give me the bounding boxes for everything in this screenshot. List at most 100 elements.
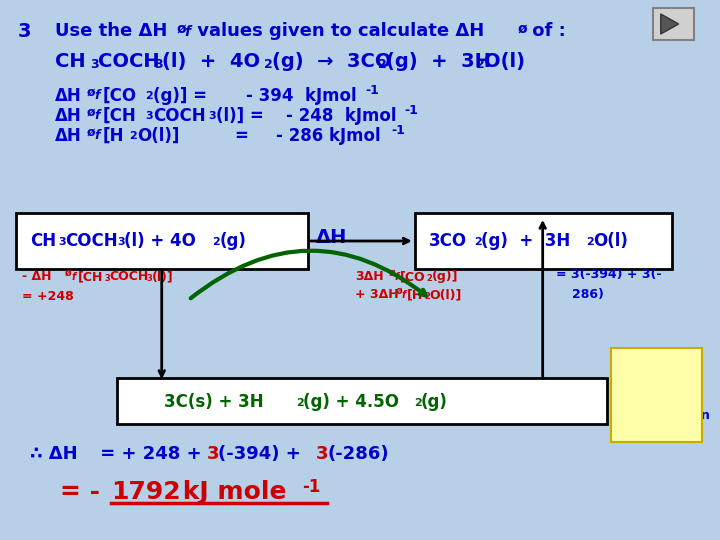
Text: values given to calculate ΔH: values given to calculate ΔH [192,22,485,40]
Text: f: f [94,89,100,102]
Text: ΔH: ΔH [55,87,81,105]
Text: (g)]: (g)] [431,270,458,283]
Text: [CO: [CO [400,270,426,283]
Text: -1: -1 [365,84,379,97]
Text: 2: 2 [427,274,433,283]
Text: 2: 2 [474,237,482,247]
Text: =: = [234,127,248,145]
Text: f: f [395,272,399,282]
Text: 3: 3 [18,22,32,41]
Text: - ΔH: - ΔH [22,270,51,283]
Text: = -: = - [60,480,108,504]
Text: Elements
here
because
ΔH: Elements here because ΔH [620,355,685,422]
Text: COCH: COCH [66,232,118,250]
Text: - 248  kJmol: - 248 kJmol [286,107,396,125]
Text: = +248: = +248 [22,290,73,303]
Text: of :: of : [526,22,566,40]
Text: (l)  +  4O: (l) + 4O [162,52,260,71]
Text: 2: 2 [378,58,387,71]
Text: 2: 2 [129,131,137,141]
Text: 2: 2 [264,58,273,71]
Text: + 3ΔH: + 3ΔH [355,288,399,301]
Text: f: f [71,272,76,282]
Text: [H: [H [407,288,423,301]
Text: CH: CH [55,52,85,71]
Text: [CO: [CO [102,87,136,105]
Text: f: f [402,290,406,300]
FancyBboxPatch shape [653,8,695,40]
FancyBboxPatch shape [611,348,703,442]
Text: f: f [184,25,191,39]
Text: Use the ΔH: Use the ΔH [55,22,167,40]
Text: (-286): (-286) [328,445,389,463]
Text: 2: 2 [212,237,220,247]
Text: 3: 3 [58,237,66,247]
Text: ø: ø [396,286,402,296]
Text: [CH: [CH [77,270,103,283]
Text: (g): (g) [220,232,246,250]
Text: [H: [H [102,127,124,145]
Text: ø: ø [518,22,528,36]
Text: (l) + 4O: (l) + 4O [124,232,196,250]
Text: O(l): O(l) [484,52,525,71]
Text: - 286 kJmol: - 286 kJmol [276,127,380,145]
Text: 2: 2 [476,58,485,71]
Text: f: f [94,129,100,142]
Text: 3: 3 [315,445,328,463]
Text: (g) + 4.5O: (g) + 4.5O [302,393,399,411]
Text: -1: -1 [391,124,405,137]
FancyBboxPatch shape [16,213,307,269]
Text: f: f [94,109,100,122]
Text: (l)] =: (l)] = [216,107,264,125]
Text: COCH: COCH [109,270,148,283]
Text: -1: -1 [405,104,418,117]
Text: ø: ø [86,86,95,99]
Text: ø: ø [176,22,186,36]
Text: ø: ø [86,126,95,139]
Text: (g)  +  3H: (g) + 3H [386,52,491,71]
Text: 3: 3 [145,111,153,121]
Text: kJ mole: kJ mole [174,480,286,504]
Text: ø: ø [653,409,660,419]
Text: 2: 2 [145,91,153,101]
FancyBboxPatch shape [415,213,672,269]
Text: - 394  kJmol: - 394 kJmol [246,87,356,105]
Text: COCH: COCH [153,107,205,125]
Text: -1: -1 [302,478,321,496]
Text: ø: ø [86,106,95,119]
Text: = 3(-394) + 3(-: = 3(-394) + 3(- [556,268,661,281]
Text: ø: ø [389,268,395,278]
Text: 1792: 1792 [111,480,181,504]
Text: [CH: [CH [102,107,136,125]
Text: O(l)]: O(l)] [137,127,179,145]
Text: ø: ø [65,268,71,278]
Text: 3: 3 [104,274,110,283]
Text: 286): 286) [572,288,604,301]
Text: 2: 2 [425,292,431,301]
Text: (g): (g) [420,393,448,411]
Text: ΔH: ΔH [55,107,81,125]
Text: = + 248 +: = + 248 + [94,445,208,463]
Text: CH: CH [30,232,56,250]
Text: (g)  +  3H: (g) + 3H [481,232,570,250]
Text: 2: 2 [586,237,594,247]
Text: (g)] =: (g)] = [153,87,207,105]
Text: 3: 3 [154,58,163,71]
Polygon shape [661,14,679,34]
Text: (g)  →  3CO: (g) → 3CO [272,52,392,71]
Text: 3ΔH: 3ΔH [355,270,384,283]
Text: 2: 2 [296,398,303,408]
Text: 3C(s) + 3H: 3C(s) + 3H [163,393,264,411]
Text: ∴ ΔH: ∴ ΔH [30,445,77,463]
Text: ΔH: ΔH [55,127,81,145]
Text: 3CO: 3CO [428,232,467,250]
Text: COCH: COCH [98,52,160,71]
Text: 3: 3 [90,58,99,71]
Text: 3: 3 [207,445,219,463]
FancyBboxPatch shape [117,378,607,424]
Text: O(l): O(l) [593,232,628,250]
Text: 3: 3 [208,111,216,121]
Text: 3: 3 [147,274,153,283]
Text: given: given [667,409,710,422]
Text: 2: 2 [414,398,421,408]
